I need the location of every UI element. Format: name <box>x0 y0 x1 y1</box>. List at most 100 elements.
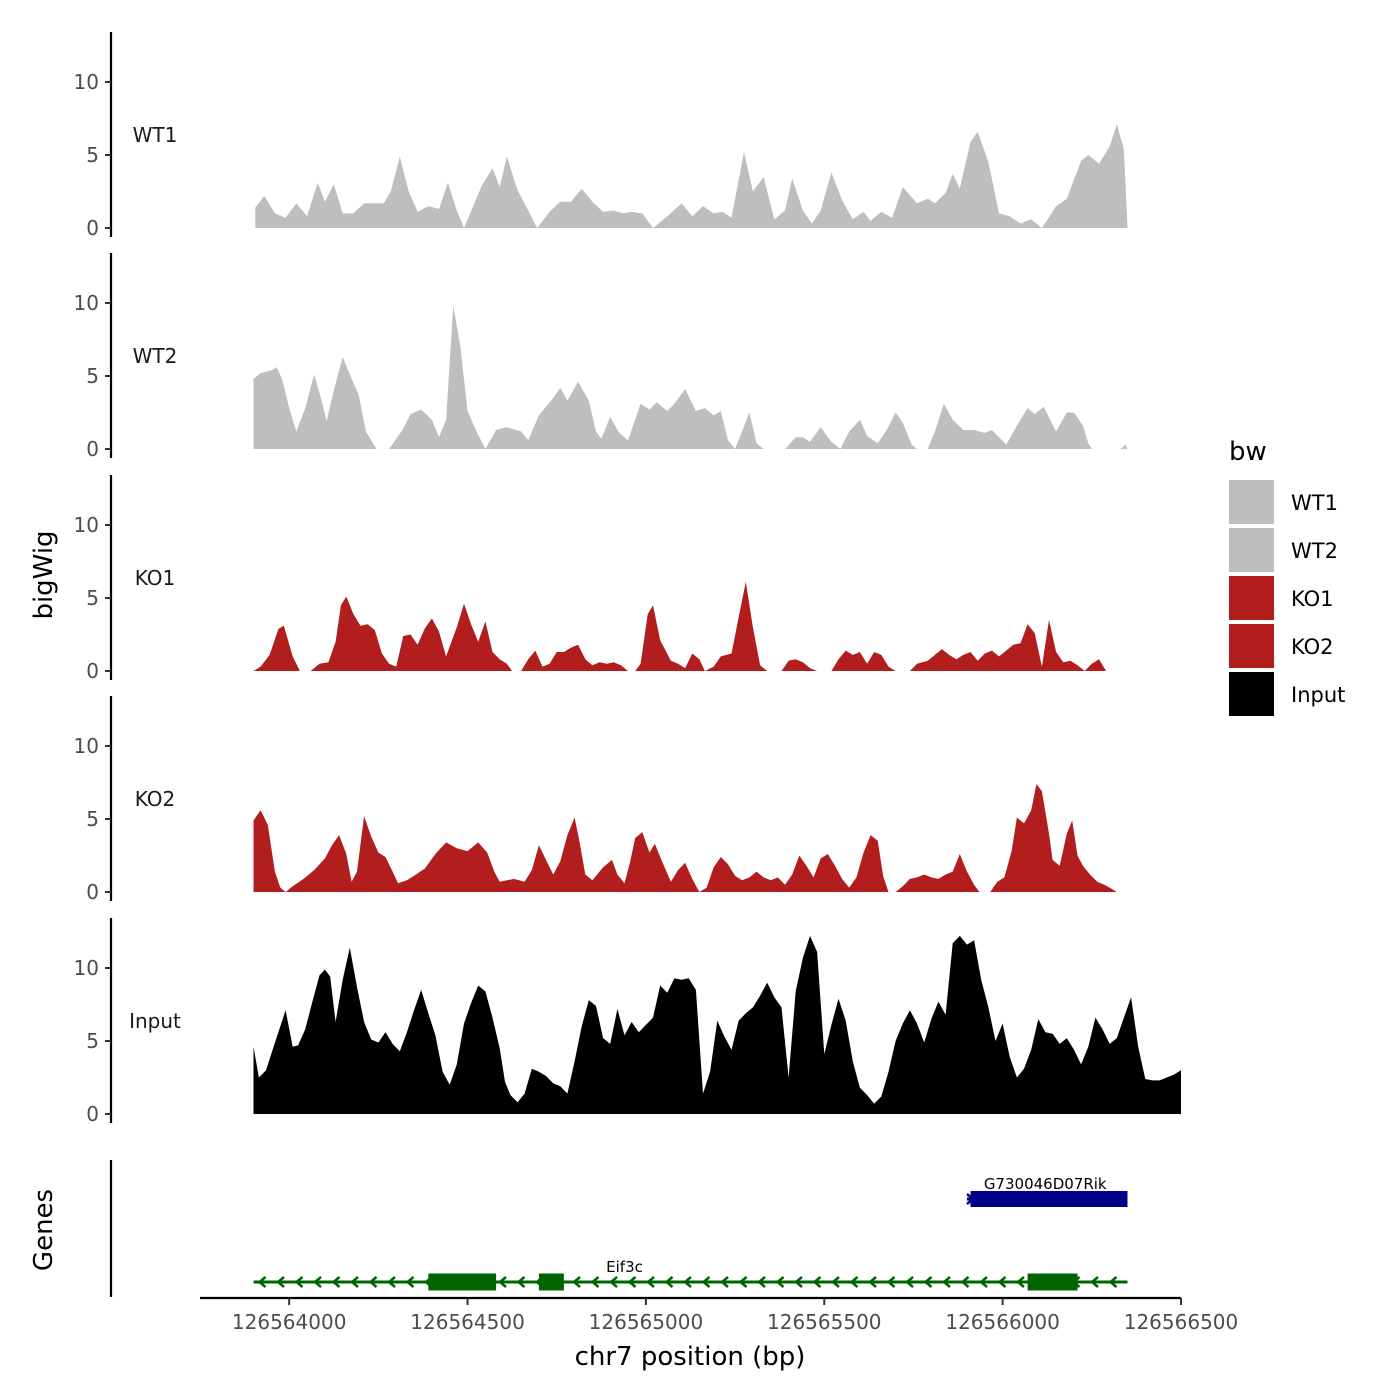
strand-arrow <box>738 1276 748 1288</box>
y-tick-label: 10 <box>74 291 99 315</box>
legend-swatch-wt2 <box>1229 528 1274 572</box>
legend-swatch-ko1 <box>1229 576 1274 620</box>
strand-arrow <box>905 1276 914 1288</box>
strand-arrow <box>257 1276 267 1288</box>
strand-arrow <box>701 1276 711 1288</box>
track-input: 0 5 10 Input <box>74 918 1181 1126</box>
track-label-wt1: WT1 <box>133 123 178 147</box>
track-wt2: 0 5 10 WT2 <box>74 253 1128 461</box>
y-tick-label: 5 <box>86 143 99 167</box>
track-ko2: 0 5 10 KO2 <box>74 696 1128 904</box>
strand-arrow <box>979 1276 988 1288</box>
y-tick-label: 5 <box>86 1029 99 1053</box>
legend-swatch-ko2 <box>1229 624 1274 668</box>
strand-arrow <box>276 1276 285 1288</box>
strand-arrow <box>646 1276 655 1288</box>
y-tick-label: 10 <box>74 956 99 980</box>
y-tick-label: 5 <box>86 364 99 388</box>
exon <box>538 1273 564 1291</box>
strand-arrow <box>572 1276 581 1288</box>
legend-label-wt1: WT1 <box>1291 491 1338 515</box>
x-axis-title: chr7 position (bp) <box>575 1342 806 1372</box>
area-wt2 <box>253 305 1128 449</box>
strand-arrow <box>1016 1276 1025 1288</box>
y-tick-label: 0 <box>86 437 99 461</box>
y-axis-title-genes: Genes <box>29 1189 59 1271</box>
legend-title: bw <box>1229 437 1267 467</box>
strand-arrow <box>997 1276 1007 1288</box>
strand-arrow <box>1108 1276 1118 1288</box>
strand-arrow <box>757 1276 766 1288</box>
legend-label-ko1: KO1 <box>1291 587 1334 611</box>
exon <box>970 1191 1128 1207</box>
strand-arrow <box>313 1276 322 1288</box>
track-label-ko1: KO1 <box>135 566 176 590</box>
legend-label-wt2: WT2 <box>1291 539 1338 563</box>
strand-arrow <box>590 1276 600 1288</box>
x-tick-label: 126564000 <box>232 1310 347 1334</box>
y-tick-label: 5 <box>86 586 99 610</box>
exon <box>428 1273 497 1291</box>
y-tick-label: 0 <box>86 880 99 904</box>
genes-panel: Eif3c G730046D07Rik <box>109 1160 1128 1297</box>
strand-arrow <box>609 1276 618 1288</box>
gene-g730046d07rik: G730046D07Rik <box>966 1175 1128 1207</box>
x-axis: 126564000 126564500 126565000 126565500 1265… <box>200 1296 1239 1334</box>
area-wt1 <box>255 124 1128 228</box>
legend-label-input: Input <box>1291 683 1345 707</box>
track-wt1: 0 5 10 WT1 <box>74 32 1128 240</box>
gene-label-eif3c: Eif3c <box>606 1258 643 1276</box>
strand-arrow <box>831 1276 840 1288</box>
strand-arrow <box>405 1276 415 1288</box>
y-axis-title-bigwig: bigWig <box>29 530 59 619</box>
x-tick-label: 126564500 <box>410 1310 525 1334</box>
strand-arrow <box>812 1276 822 1288</box>
track-label-ko2: KO2 <box>135 787 176 811</box>
y-tick-label: 5 <box>86 807 99 831</box>
gene-eif3c: Eif3c <box>253 1258 1128 1291</box>
strand-arrow <box>294 1276 304 1288</box>
strand-arrow <box>720 1276 729 1288</box>
y-tick-label: 10 <box>74 513 99 537</box>
strand-arrow <box>849 1276 859 1288</box>
y-tick-label: 0 <box>86 659 99 683</box>
legend-label-ko2: KO2 <box>1291 635 1334 659</box>
legend: bw WT1 WT2 KO1 KO2 Input <box>1229 437 1345 716</box>
strand-arrow <box>775 1276 785 1288</box>
track-label-input: Input <box>129 1009 181 1033</box>
x-tick-label: 126565000 <box>589 1310 704 1334</box>
track-ko1: 0 5 10 KO1 <box>74 475 1107 683</box>
strand-arrow <box>516 1276 526 1288</box>
strand-arrow <box>1090 1276 1099 1288</box>
x-tick-label: 126566000 <box>945 1310 1060 1334</box>
legend-swatch-wt1 <box>1229 480 1274 524</box>
strand-arrow <box>368 1276 378 1288</box>
gene-label-g730046d07rik: G730046D07Rik <box>984 1175 1107 1193</box>
y-tick-label: 0 <box>86 1102 99 1126</box>
area-ko1 <box>253 581 1107 671</box>
x-tick-label: 126566500 <box>1124 1310 1239 1334</box>
exon <box>1027 1273 1078 1291</box>
strand-arrow <box>886 1276 896 1288</box>
y-tick-label: 0 <box>86 216 99 240</box>
strand-arrow <box>683 1276 692 1288</box>
strand-arrow <box>942 1276 951 1288</box>
strand-arrow <box>387 1276 396 1288</box>
strand-arrow <box>868 1276 877 1288</box>
strand-arrow <box>627 1276 637 1288</box>
track-label-wt2: WT2 <box>133 344 178 368</box>
strand-arrow <box>498 1276 507 1288</box>
strand-arrow <box>331 1276 341 1288</box>
area-input <box>253 935 1181 1114</box>
strand-arrow <box>794 1276 803 1288</box>
strand-arrow <box>350 1276 359 1288</box>
strand-arrow <box>960 1276 970 1288</box>
y-tick-label: 10 <box>74 734 99 758</box>
y-tick-label: 10 <box>74 70 99 94</box>
legend-swatch-input <box>1229 672 1274 716</box>
strand-arrow <box>664 1276 674 1288</box>
x-tick-label: 126565500 <box>767 1310 882 1334</box>
strand-arrow <box>923 1276 933 1288</box>
area-ko2 <box>253 784 1128 892</box>
